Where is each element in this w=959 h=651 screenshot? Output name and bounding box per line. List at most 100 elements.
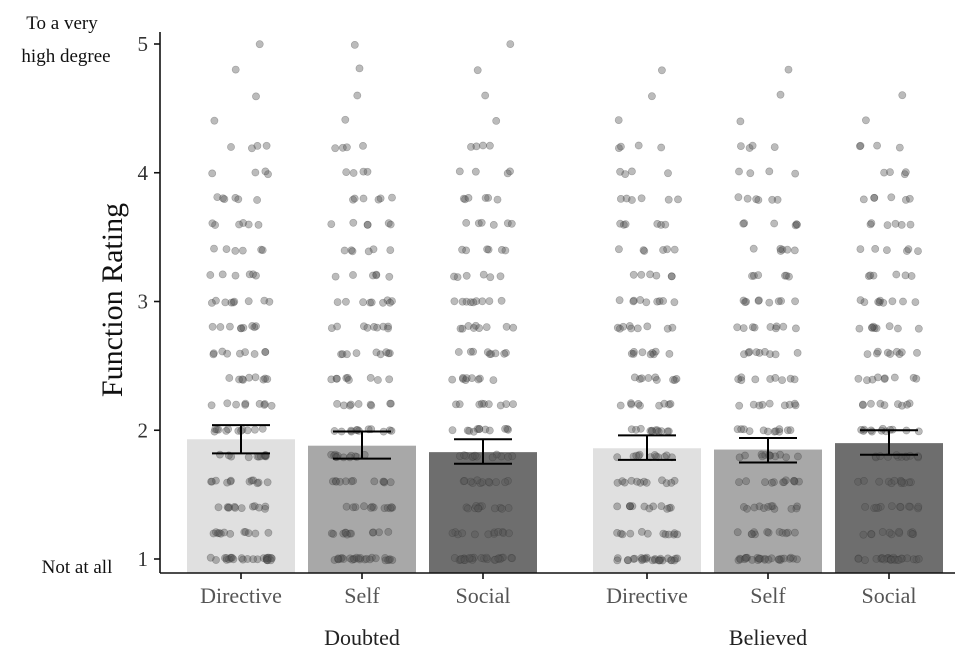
data-point [232, 400, 240, 409]
data-point [465, 427, 474, 435]
data-point [482, 323, 491, 331]
data-point [793, 348, 802, 357]
data-point [379, 298, 387, 307]
data-point [745, 347, 754, 356]
data-point [867, 219, 876, 227]
data-point [241, 400, 250, 409]
data-point [740, 555, 749, 564]
data-point [748, 141, 757, 150]
data-point [366, 400, 375, 409]
data-point [375, 528, 383, 537]
data-point [254, 478, 263, 487]
data-point [260, 296, 269, 305]
data-point [495, 555, 504, 564]
data-point [627, 399, 635, 408]
data-point [615, 296, 624, 305]
bar-believed-social [835, 443, 943, 573]
data-point [789, 554, 798, 563]
data-point [907, 478, 915, 487]
data-point [338, 350, 347, 358]
data-point [622, 194, 631, 203]
data-point [643, 529, 652, 538]
data-point [372, 271, 381, 280]
data-point [754, 271, 763, 279]
data-point [231, 503, 239, 512]
data-point [783, 426, 792, 435]
data-point [740, 219, 749, 228]
jitter-points-layer [206, 40, 923, 565]
data-point [777, 554, 786, 563]
data-point [888, 297, 897, 306]
data-point [776, 450, 784, 459]
data-point [384, 556, 392, 564]
data-point [342, 502, 351, 511]
group-label-believed: Believed [729, 625, 807, 650]
data-point [264, 170, 272, 179]
data-point [613, 502, 622, 511]
data-point [481, 425, 490, 434]
data-point [241, 348, 249, 356]
data-point [244, 297, 253, 306]
data-point [497, 245, 506, 254]
data-point [226, 554, 235, 562]
data-point [629, 296, 638, 305]
data-point [642, 298, 651, 307]
data-point [355, 555, 364, 564]
data-point [866, 271, 875, 280]
data-point [625, 502, 634, 510]
data-point [208, 169, 217, 178]
data-point [642, 555, 651, 563]
data-point [327, 324, 336, 332]
data-point [339, 401, 348, 410]
data-point [733, 425, 742, 434]
data-point [237, 504, 246, 512]
data-point [875, 477, 884, 486]
data-point [497, 296, 506, 305]
data-point [263, 553, 272, 562]
bar-believed-directive [593, 448, 701, 573]
data-point [455, 167, 464, 176]
data-point [472, 452, 481, 461]
data-point [751, 375, 760, 384]
data-point [776, 244, 785, 253]
x-category-label: Social [862, 583, 917, 608]
data-point [504, 452, 512, 461]
data-point [342, 168, 351, 176]
data-point [652, 376, 661, 384]
data-point [748, 556, 757, 564]
data-point [455, 400, 464, 409]
data-point [765, 298, 774, 307]
data-point [248, 322, 257, 330]
data-point [211, 221, 219, 229]
data-point [484, 400, 493, 409]
data-point [885, 528, 894, 537]
data-point [790, 375, 799, 384]
data-point [878, 528, 887, 536]
data-point [854, 477, 862, 486]
data-point [471, 321, 480, 330]
data-point [657, 143, 666, 152]
data-point [464, 322, 473, 330]
data-point [670, 245, 679, 254]
data-point [868, 323, 876, 332]
data-point [636, 401, 644, 410]
data-point [471, 504, 479, 513]
data-point [459, 194, 468, 203]
data-point [222, 554, 231, 562]
data-point [503, 476, 512, 485]
data-point [366, 373, 375, 382]
data-point [451, 528, 460, 537]
data-point [386, 399, 395, 408]
data-point [472, 142, 481, 151]
data-point [870, 193, 879, 202]
data-point [859, 530, 868, 539]
data-point [241, 399, 250, 408]
data-point [621, 170, 630, 178]
data-point [466, 298, 475, 307]
data-point [667, 478, 676, 487]
data-point [345, 401, 354, 410]
data-point [873, 349, 881, 358]
data-point [613, 323, 622, 332]
data-point [672, 374, 681, 383]
